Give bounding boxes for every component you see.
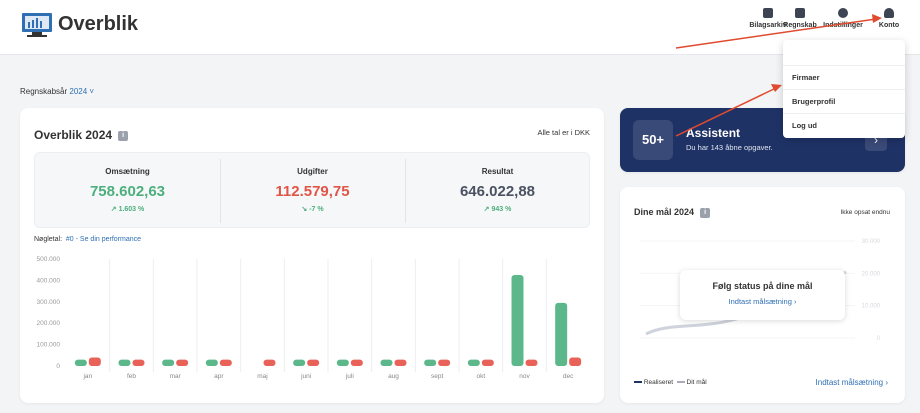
y-tick-label: 0 xyxy=(877,336,881,342)
kpi-change-text: -7 % xyxy=(309,206,324,213)
legend-label: Realiseret xyxy=(643,379,674,386)
y-tick-label: 300.000 xyxy=(37,299,61,306)
bar xyxy=(219,359,232,366)
bar xyxy=(525,359,538,366)
bar xyxy=(394,359,407,366)
x-tick-label: mar xyxy=(170,373,182,380)
kpi-box: Omsætning 758.602,63 ↗ 1.603 % Udgifter 112… xyxy=(34,152,590,228)
bar xyxy=(467,359,480,366)
kpi-change: ↗ 1.603 % xyxy=(110,206,145,213)
keynumbers-link[interactable]: #0 - Se din performance xyxy=(65,236,142,243)
kpi-change-text: 1.603 % xyxy=(118,206,145,213)
dropdown-item[interactable]: Log ud xyxy=(783,113,905,137)
x-tick-label: sept xyxy=(431,373,443,380)
nav-label: Konto xyxy=(878,22,900,29)
x-tick-label: maj xyxy=(257,373,267,380)
assistant-text: Du har 143 åbne opgaver. xyxy=(686,143,773,152)
assistant-badge: 50+ xyxy=(633,120,673,160)
x-tick-label: nov xyxy=(519,373,530,380)
bar xyxy=(74,359,87,366)
bar xyxy=(350,359,363,366)
bar xyxy=(162,359,175,366)
x-tick-label: okt xyxy=(476,373,485,380)
y-tick-label: 400.000 xyxy=(37,277,61,284)
bar xyxy=(88,357,101,366)
bar xyxy=(511,275,524,366)
kpi-change-text: 943 % xyxy=(491,206,512,213)
app-title: Overblik xyxy=(58,13,139,35)
kpi-label: Omsætning xyxy=(105,167,150,176)
overlay-title: Følg status på dine mål xyxy=(712,281,813,291)
bar xyxy=(293,359,306,366)
kpi: Omsætning 758.602,63 ↗ 1.603 % xyxy=(35,153,220,229)
goals-link[interactable]: Indtast målsætning › xyxy=(815,378,888,387)
kpi-label: Resultat xyxy=(481,167,514,176)
title-text: Overblik 2024 xyxy=(34,128,113,142)
account-dropdown: Firmaer Brugerprofil Log ud xyxy=(783,40,905,138)
kpi: Resultat 646.022,88 ↗ 943 % xyxy=(405,153,590,229)
fiscal-year-label: Regnskabsår xyxy=(20,87,68,96)
kpi-value: 646.022,88 xyxy=(459,183,536,200)
x-tick-label: juni xyxy=(300,373,311,380)
bar xyxy=(132,359,145,366)
fiscal-year-value: 2024 xyxy=(69,87,88,96)
x-tick-label: juli xyxy=(345,373,354,380)
y-tick-label: 0 xyxy=(56,363,60,370)
goals-legend: Realiseret Dit mål xyxy=(634,379,707,386)
bar xyxy=(118,359,131,366)
bar xyxy=(424,359,437,366)
bar xyxy=(380,359,393,366)
logo xyxy=(22,13,52,37)
kpi-change: ↘ -7 % xyxy=(301,206,324,213)
overlay-link[interactable]: Indtast målsætning › xyxy=(728,297,797,306)
dropdown-item[interactable]: Firmaer xyxy=(783,65,905,89)
keynumbers-label: Nøgletal: xyxy=(34,236,63,243)
y-tick-label: 100.000 xyxy=(37,342,61,349)
y-tick-label: 10.000 xyxy=(862,304,881,310)
goals-overlay: Følg status på dine mål Indtast målsætni… xyxy=(680,270,845,320)
bar xyxy=(555,302,568,366)
nav-item[interactable]: Konto xyxy=(859,8,919,29)
y-tick-label: 200.000 xyxy=(37,320,61,327)
goals-title: Dine mål 2024 i xyxy=(634,207,711,218)
x-tick-label: dec xyxy=(563,373,574,380)
y-tick-label: 30.000 xyxy=(862,239,881,245)
y-tick-label: 500.000 xyxy=(37,256,61,263)
bar xyxy=(481,359,494,366)
title-text: Dine mål 2024 xyxy=(634,207,695,217)
legend-label: Dit mål xyxy=(686,379,707,386)
y-tick-label: 20.000 xyxy=(862,271,881,277)
x-tick-label: aug xyxy=(388,373,399,380)
bar xyxy=(263,359,276,366)
currency-note: Alle tal er i DKK xyxy=(537,128,590,137)
bar xyxy=(176,359,189,366)
bar xyxy=(205,359,218,366)
bar xyxy=(438,359,451,366)
x-tick-label: jan xyxy=(82,373,92,380)
kpi: Udgifter 112.579,75 ↘ -7 % xyxy=(220,153,405,229)
kpi-label: Udgifter xyxy=(297,167,328,176)
overview-title: Overblik 2024 i xyxy=(34,128,129,142)
fiscal-year[interactable]: Regnskabsår 2024 ˅ xyxy=(20,87,95,96)
kpi-value: 112.579,75 xyxy=(275,183,350,200)
x-tick-label: feb xyxy=(127,373,136,380)
kpi-change: ↗ 943 % xyxy=(483,206,512,213)
bar xyxy=(569,357,582,366)
kpi-value: 758.602,63 xyxy=(89,183,166,200)
keynumbers: Nøgletal: #0 - Se din performance xyxy=(34,236,141,243)
x-tick-label: apr xyxy=(214,373,224,380)
goals-status: Ikke opsat endnu xyxy=(840,209,890,216)
bar xyxy=(307,359,320,366)
dropdown-item[interactable]: Brugerprofil xyxy=(783,89,905,113)
bar xyxy=(336,359,349,366)
